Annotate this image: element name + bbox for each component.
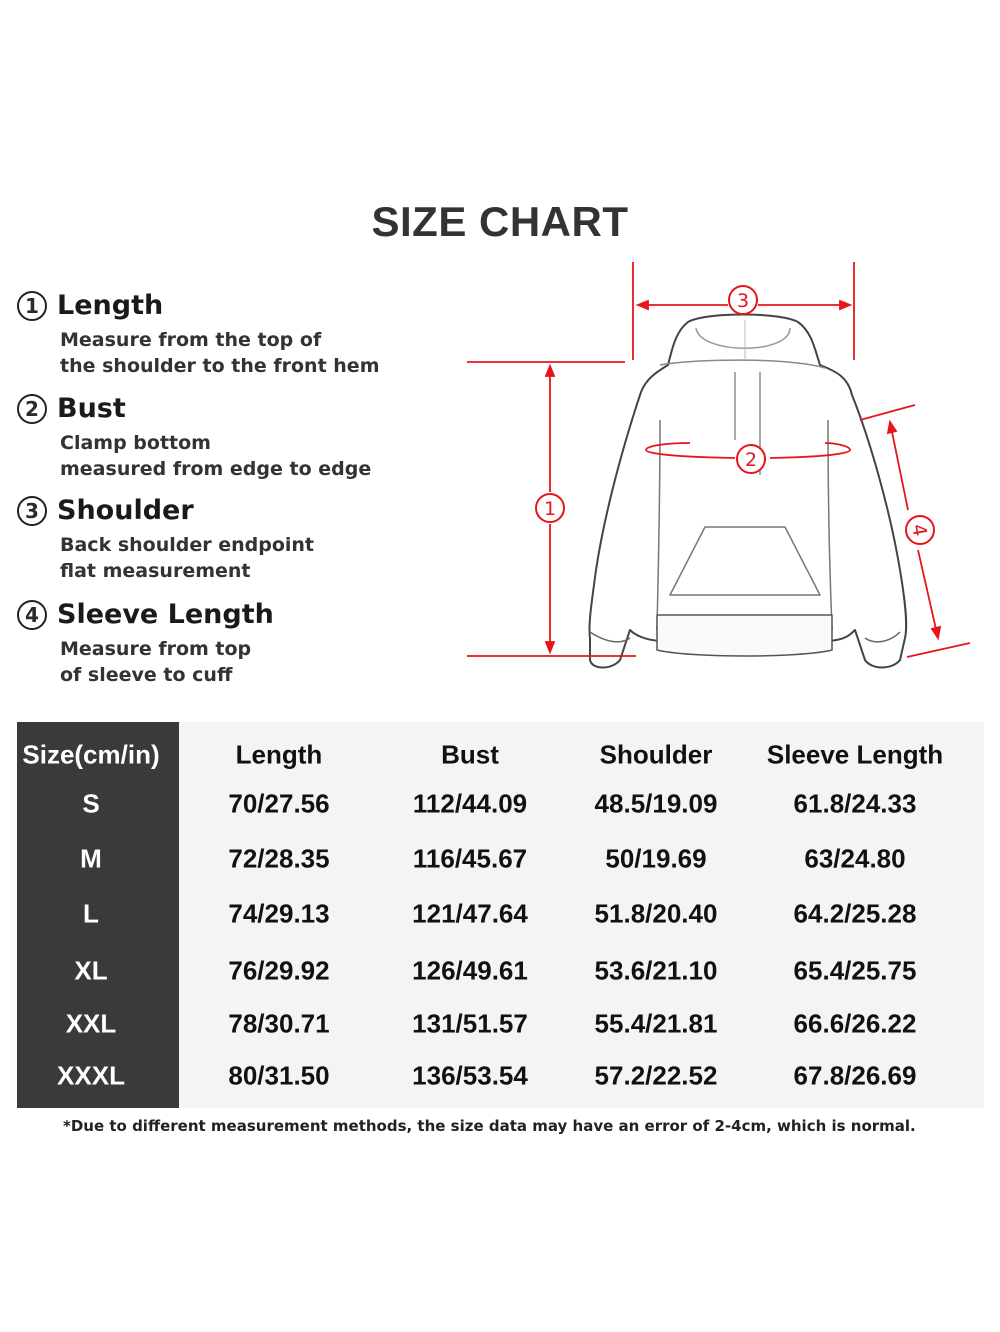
- size-label: XXXL: [57, 1060, 125, 1091]
- legend-description-line: Back shoulder endpoint: [60, 534, 315, 556]
- legend-description-line: Measure from the top of: [60, 329, 322, 351]
- legend-item-bust: 2 Bust Clamp bottom measured from edge to e…: [17, 393, 371, 482]
- legend-item-length: 1 Length Measure from the top of the should…: [17, 290, 380, 379]
- table-cell: 67.8/26.69: [793, 1060, 917, 1091]
- hoodie-outline: [588, 313, 908, 669]
- footnote: *Due to different measurement methods, t…: [63, 1117, 916, 1135]
- table-cell: 48.5/19.09: [594, 788, 718, 819]
- size-label: M: [80, 843, 102, 874]
- table-cell: 64.2/25.28: [793, 898, 917, 929]
- table-cell: 78/30.71: [228, 1008, 330, 1039]
- table-cell: 74/29.13: [228, 898, 330, 929]
- measure-lines: [467, 262, 971, 658]
- legend-description: Measure from top of sleeve to cuff: [60, 636, 274, 688]
- table-cell: 55.4/21.81: [594, 1008, 718, 1039]
- table-cell: 66.6/26.22: [793, 1008, 917, 1039]
- size-label: L: [83, 898, 99, 929]
- legend-name: Shoulder: [57, 495, 194, 526]
- legend-description: Back shoulder endpoint flat measurement: [60, 532, 314, 584]
- table-cell: 136/53.54: [412, 1060, 528, 1091]
- table-cell: 53.6/21.10: [594, 955, 718, 986]
- table-cell: 51.8/20.40: [594, 898, 718, 929]
- table-cell: 61.8/24.33: [793, 788, 917, 819]
- number-circle-icon: 1: [17, 290, 47, 321]
- marker-4-label: 4: [907, 522, 931, 538]
- size-label: S: [82, 788, 100, 819]
- table-cell: 70/27.56: [228, 788, 330, 819]
- number-circle-icon: 3: [17, 495, 47, 526]
- table-cell: 116/45.67: [412, 843, 528, 874]
- marker-4: [905, 515, 935, 545]
- legend-description-line: Clamp bottom: [60, 432, 211, 454]
- column-header: Bust: [441, 739, 499, 770]
- legend-heading: 1 Length: [17, 290, 380, 321]
- marker-1-label: 1: [544, 498, 556, 520]
- marker-2: [736, 444, 766, 474]
- column-header: Size(cm/in): [22, 739, 160, 770]
- marker-3-label: 3: [737, 290, 749, 312]
- table-cell: 131/51.57: [412, 1008, 528, 1039]
- legend-description-line: Measure from top: [60, 638, 252, 660]
- column-header: Length: [235, 739, 323, 770]
- size-table: Size(cm/in) Length Bust Shoulder Sleeve Leng…: [17, 722, 984, 1108]
- column-header: Shoulder: [599, 739, 713, 770]
- table-cell: 80/31.50: [228, 1060, 330, 1091]
- column-header: Sleeve Length: [766, 739, 944, 770]
- legend-heading: 2 Bust: [17, 393, 371, 424]
- table-cell: 112/44.09: [412, 788, 528, 819]
- table-cell: 63/24.80: [804, 843, 906, 874]
- table-cell: 121/47.64: [412, 898, 528, 929]
- table-cell: 76/29.92: [228, 955, 330, 986]
- number-circle-icon: 2: [17, 393, 47, 424]
- marker-2-label: 2: [745, 449, 757, 471]
- size-column-background: [17, 722, 179, 1108]
- hoodie-diagram: 1 2 3 4: [467, 262, 971, 669]
- legend-description-line: flat measurement: [60, 560, 251, 582]
- table-cell: 57.2/22.52: [594, 1060, 718, 1091]
- marker-1: [535, 493, 565, 523]
- legend-description: Measure from the top of the shoulder to t…: [60, 327, 380, 379]
- legend-name: Bust: [57, 393, 126, 424]
- legend-item-sleeve-length: 4 Sleeve Length Measure from top of sleeve …: [17, 599, 274, 688]
- legend-name: Sleeve Length: [57, 599, 274, 630]
- measure-markers: 1 2 3 4: [535, 285, 935, 545]
- legend-item-shoulder: 3 Shoulder Back shoulder endpoint flat meas…: [17, 495, 314, 584]
- number-circle-icon: 4: [17, 599, 47, 630]
- table-cell: 72/28.35: [228, 843, 330, 874]
- legend-description-line: of sleeve to cuff: [60, 664, 233, 686]
- legend-name: Length: [57, 290, 164, 321]
- legend-heading: 3 Shoulder: [17, 495, 314, 526]
- marker-3: [728, 285, 758, 315]
- page-title: SIZE CHART: [371, 198, 629, 245]
- legend-description-line: measured from edge to edge: [60, 458, 372, 480]
- table-cell: 65.4/25.75: [793, 955, 917, 986]
- legend-description-line: the shoulder to the front hem: [60, 355, 380, 377]
- table-cell: 50/19.69: [605, 843, 707, 874]
- size-label: XXL: [65, 1008, 117, 1039]
- table-cell: 126/49.61: [412, 955, 528, 986]
- legend-description: Clamp bottom measured from edge to edge: [60, 430, 371, 482]
- legend-heading: 4 Sleeve Length: [17, 599, 274, 630]
- size-label: XL: [74, 955, 108, 986]
